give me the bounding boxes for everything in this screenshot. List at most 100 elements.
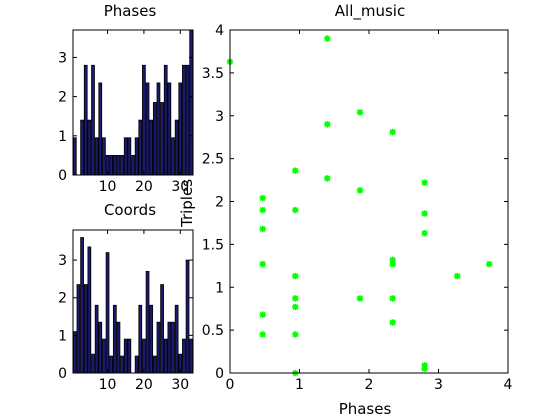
bar [94, 304, 99, 373]
scatter-point [486, 260, 493, 268]
scatter-point [259, 225, 266, 233]
y-tick-label: 0 [58, 168, 67, 184]
bar [178, 82, 183, 175]
x-tick-label: 20 [135, 179, 153, 195]
bar [134, 355, 139, 373]
bar [116, 321, 121, 373]
bar [102, 137, 106, 175]
phases-bars [73, 30, 193, 175]
bar [120, 155, 124, 175]
y-tick-label: 1.5 [202, 237, 224, 253]
scatter-xlabel: Phases [339, 400, 392, 418]
phases-histogram: Phases 10 20 30 0 1 2 3 [58, 2, 194, 195]
y-tick-label: 1 [58, 328, 67, 344]
bar [156, 82, 161, 175]
bar [116, 155, 121, 175]
bar [134, 137, 139, 175]
x-tick-label: 3 [434, 377, 443, 393]
bar [120, 355, 124, 373]
y-tick-label: 1 [58, 129, 67, 145]
scatter-point [454, 272, 461, 280]
bar [112, 304, 117, 373]
y-tick-label: 0 [215, 366, 224, 382]
bar [189, 30, 193, 175]
bar [171, 137, 175, 175]
scatter-point [324, 121, 331, 128]
bar [87, 246, 92, 373]
y-tick-label: 1 [215, 280, 224, 296]
y-tick-label: 0 [58, 366, 67, 382]
scatter-point [421, 179, 428, 186]
coords-ticks: 10 20 30 0 1 2 3 [58, 230, 193, 393]
bar [127, 137, 132, 175]
bar [76, 284, 81, 373]
bar [91, 353, 95, 373]
y-tick-label: 3 [215, 109, 224, 125]
scatter-point [292, 295, 299, 302]
bar [185, 64, 190, 175]
bar [94, 137, 99, 175]
bar [105, 155, 110, 175]
bar [138, 304, 143, 373]
y-tick-label: 3 [58, 253, 67, 269]
bar [171, 321, 175, 373]
scatter-point [389, 260, 396, 268]
scatter-point [356, 295, 364, 302]
y-tick-label: 2 [58, 291, 67, 307]
scatter-point [421, 210, 428, 217]
x-tick-label: 30 [171, 179, 189, 195]
y-tick-label: 0.5 [202, 323, 224, 339]
y-tick-label: 2 [58, 90, 67, 106]
bar [145, 270, 150, 373]
bar [80, 119, 84, 175]
scatter-point [292, 206, 299, 214]
bar [109, 155, 114, 175]
x-tick-label: 20 [135, 377, 153, 393]
bar [138, 119, 143, 175]
coords-title: Coords [104, 201, 156, 219]
bar [123, 338, 128, 373]
scatter-point [292, 331, 299, 338]
scatter-title: All_music [335, 2, 405, 21]
y-tick-label: 3 [58, 50, 67, 66]
x-tick-label: 10 [99, 179, 117, 195]
bar [152, 355, 157, 373]
bar [112, 155, 117, 175]
bar [145, 82, 150, 175]
bar [174, 119, 179, 175]
scatter-point [292, 272, 299, 280]
bar [98, 82, 103, 175]
scatter-point [259, 206, 266, 214]
bar [83, 284, 88, 373]
scatter-point [421, 365, 428, 372]
bar [131, 155, 135, 175]
bar [105, 252, 110, 373]
x-tick-label: 1 [295, 377, 304, 393]
scatter-point [389, 295, 396, 302]
scatter-point [259, 311, 266, 318]
bar [102, 338, 106, 373]
y-tick-label: 4 [215, 23, 224, 39]
scatter-point [421, 230, 428, 237]
phases-axes-box [72, 29, 194, 176]
bar [73, 331, 77, 373]
bar [91, 64, 95, 175]
coords-axes-box [72, 229, 194, 374]
bar [174, 304, 179, 373]
scatter-point [324, 35, 331, 42]
scatter-axes-box [229, 29, 509, 374]
bar [149, 304, 154, 373]
scatter-point [324, 175, 331, 182]
bar [142, 338, 146, 373]
scatter-point [389, 128, 396, 136]
bar [142, 64, 146, 175]
bar [160, 102, 164, 175]
scatter-point [259, 331, 266, 338]
bar [152, 102, 157, 175]
bar [167, 321, 172, 373]
x-tick-label: 30 [171, 377, 189, 393]
scatter-point [389, 319, 396, 326]
bar [127, 338, 132, 373]
scatter-ylabel: Triples [178, 179, 196, 228]
